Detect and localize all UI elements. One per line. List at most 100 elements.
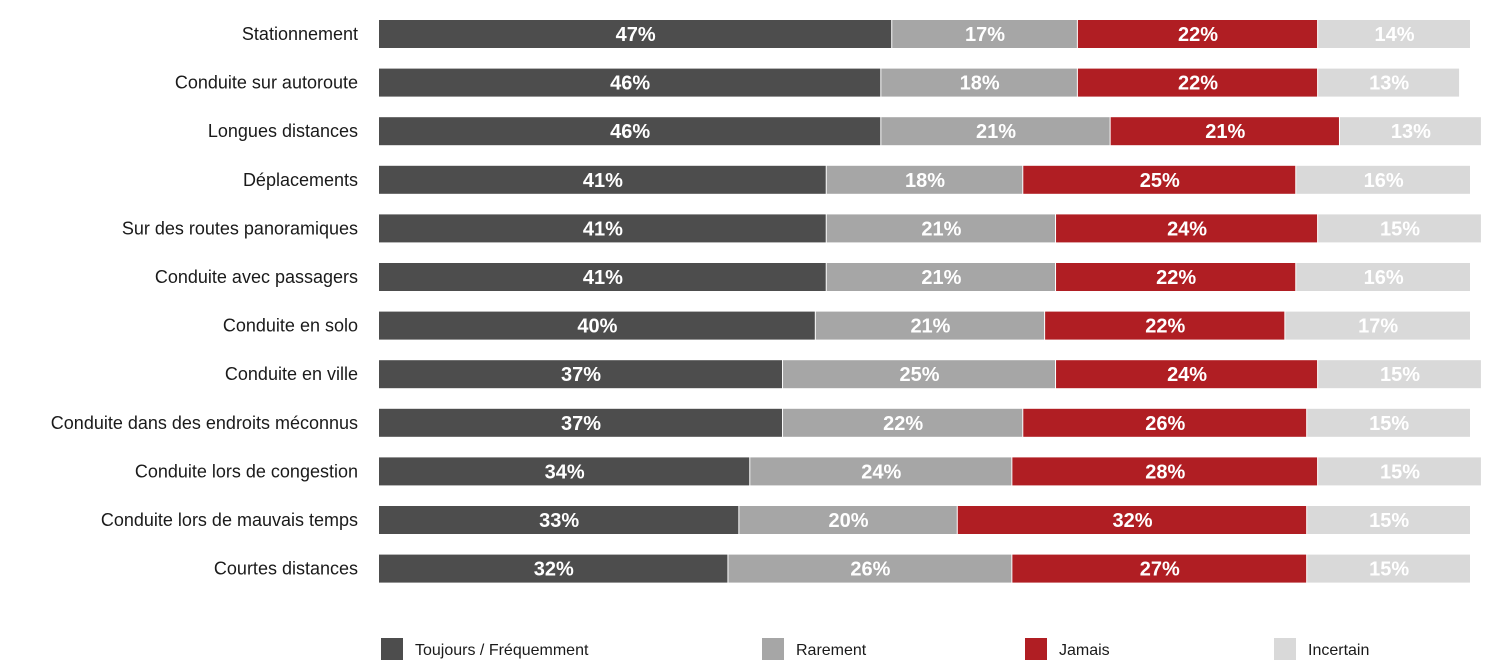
data-label: 27% (1140, 559, 1180, 581)
data-label: 21% (921, 218, 961, 240)
bar-segment (783, 360, 1056, 389)
bar-segment (892, 20, 1077, 48)
data-label: 37% (561, 413, 601, 435)
category-label: Longues distances (208, 121, 358, 141)
bar-segment (1318, 214, 1481, 243)
data-label: 20% (829, 510, 869, 532)
category-label: Conduite en ville (225, 364, 358, 384)
bar-segment (379, 360, 783, 389)
legend-swatch (381, 638, 403, 660)
data-label: 15% (1380, 364, 1420, 386)
bar-segment (1012, 554, 1307, 583)
category-label: Conduite sur autoroute (175, 73, 358, 93)
category-label: Conduite en solo (223, 316, 358, 336)
bar-segment (1045, 311, 1285, 340)
category-label: Sur des routes panoramiques (122, 218, 358, 238)
data-label: 25% (1140, 170, 1180, 192)
data-label: 22% (883, 413, 923, 435)
data-label: 22% (1145, 316, 1185, 338)
bar-segment (1285, 311, 1470, 340)
data-label: 28% (1145, 461, 1185, 483)
legend-label: Incertain (1308, 642, 1369, 659)
bars-group: Stationnement 47% 17% 22% 14% Conduite sur au… (51, 20, 1481, 583)
data-label: 15% (1380, 218, 1420, 240)
bar-segment (1296, 165, 1470, 194)
bar-segment (826, 165, 1023, 194)
bar-segment (379, 68, 881, 97)
data-label: 17% (965, 24, 1005, 46)
data-label: 18% (960, 73, 1000, 95)
data-label: 33% (539, 510, 579, 532)
data-label: 41% (583, 218, 623, 240)
bar-segment (379, 554, 728, 583)
data-label: 15% (1369, 413, 1409, 435)
data-label: 15% (1369, 559, 1409, 581)
data-label: 41% (583, 170, 623, 192)
bar-segment (1307, 554, 1470, 583)
legend-swatch (1025, 638, 1047, 660)
data-label: 22% (1178, 73, 1218, 95)
bar-segment (1339, 117, 1481, 146)
bar-segment (1077, 68, 1318, 97)
data-label: 21% (1205, 121, 1245, 143)
bar-segment (379, 263, 826, 291)
bar-segment (379, 457, 750, 486)
bar-segment (1056, 214, 1318, 243)
data-label: 18% (905, 170, 945, 192)
category-label: Courtes distances (214, 559, 358, 579)
data-label: 16% (1364, 267, 1404, 289)
bar-segment (881, 68, 1077, 97)
bar-segment (1023, 165, 1296, 194)
data-label: 21% (976, 121, 1016, 143)
category-label: Conduite avec passagers (155, 267, 358, 287)
data-label: 47% (616, 24, 656, 46)
bar-segment (1318, 68, 1460, 97)
bar-segment (1056, 360, 1318, 389)
data-label: 21% (921, 267, 961, 289)
data-label: 24% (861, 461, 901, 483)
legend-label: Rarement (796, 642, 867, 659)
data-label: 26% (850, 559, 890, 581)
data-label: 14% (1375, 24, 1415, 46)
bar-segment (826, 214, 1056, 243)
bar-segment (1318, 457, 1481, 486)
bar-segment (1307, 408, 1470, 437)
data-label: 22% (1178, 24, 1218, 46)
data-label: 13% (1369, 73, 1409, 95)
bar-segment (1023, 408, 1307, 437)
bar-segment (1056, 263, 1296, 291)
data-label: 32% (534, 559, 574, 581)
data-label: 40% (577, 316, 617, 338)
bar-segment (1012, 457, 1318, 486)
data-label: 46% (610, 121, 650, 143)
data-label: 22% (1156, 267, 1196, 289)
data-label: 24% (1167, 218, 1207, 240)
data-label: 24% (1167, 364, 1207, 386)
bar-segment (826, 263, 1056, 291)
legend-label: Jamais (1059, 642, 1110, 659)
data-label: 25% (900, 364, 940, 386)
data-label: 46% (610, 73, 650, 95)
category-label: Stationnement (242, 24, 358, 44)
bar-segment (728, 554, 1012, 583)
category-label: Conduite lors de congestion (135, 461, 358, 481)
data-label: 15% (1380, 461, 1420, 483)
category-label: Déplacements (243, 170, 358, 190)
bar-segment (1077, 20, 1318, 48)
data-label: 15% (1369, 510, 1409, 532)
bar-segment (739, 506, 957, 534)
bar-segment (379, 20, 892, 48)
bar-segment (881, 117, 1110, 146)
data-label: 26% (1145, 413, 1185, 435)
bar-segment (1296, 263, 1470, 291)
bar-segment (783, 408, 1023, 437)
data-label: 21% (910, 316, 950, 338)
data-label: 32% (1112, 510, 1152, 532)
bar-segment (379, 165, 826, 194)
legend-swatch (762, 638, 784, 660)
bar-segment (1318, 20, 1470, 48)
category-label: Conduite dans des endroits méconnus (51, 413, 358, 433)
category-label: Conduite lors de mauvais temps (101, 510, 358, 530)
legend-swatch (1274, 638, 1296, 660)
